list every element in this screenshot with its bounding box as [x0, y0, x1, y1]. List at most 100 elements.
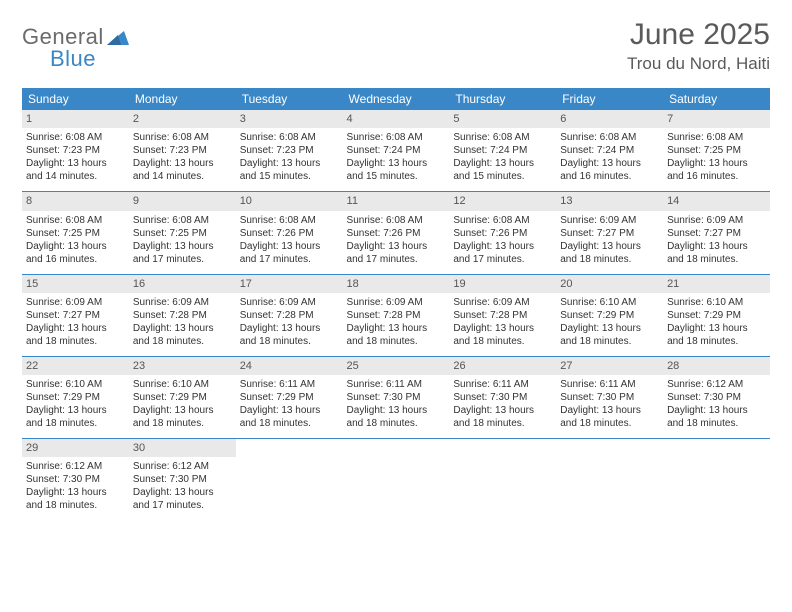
day-number: 5 — [449, 110, 556, 128]
daylight-line: Daylight: 13 hours and 17 minutes. — [453, 240, 552, 266]
sunset-line: Sunset: 7:26 PM — [453, 227, 552, 240]
daylight-line: Daylight: 13 hours and 18 minutes. — [453, 322, 552, 348]
calendar-week-row: 1Sunrise: 6:08 AMSunset: 7:23 PMDaylight… — [22, 110, 770, 192]
sunset-line: Sunset: 7:29 PM — [667, 309, 766, 322]
day-number: 14 — [663, 192, 770, 210]
daylight-line: Daylight: 13 hours and 14 minutes. — [26, 157, 125, 183]
day-cell: 25Sunrise: 6:11 AMSunset: 7:30 PMDayligh… — [343, 356, 450, 438]
daylight-line: Daylight: 13 hours and 16 minutes. — [26, 240, 125, 266]
daylight-line: Daylight: 13 hours and 18 minutes. — [26, 486, 125, 512]
sunset-line: Sunset: 7:27 PM — [560, 227, 659, 240]
sunset-line: Sunset: 7:29 PM — [26, 391, 125, 404]
day-number: 28 — [663, 357, 770, 375]
daylight-line: Daylight: 13 hours and 16 minutes. — [667, 157, 766, 183]
day-cell: 15Sunrise: 6:09 AMSunset: 7:27 PMDayligh… — [22, 274, 129, 356]
sunrise-line: Sunrise: 6:09 AM — [133, 296, 232, 309]
day-cell: 6 Sunrise: 6:08 AMSunset: 7:24 PMDaylight… — [556, 110, 663, 192]
day-number: 18 — [343, 275, 450, 293]
day-cell: 1Sunrise: 6:08 AMSunset: 7:23 PMDaylight… — [22, 110, 129, 192]
sunset-line: Sunset: 7:30 PM — [560, 391, 659, 404]
weekday-header: Tuesday — [236, 88, 343, 110]
day-cell: 14Sunrise: 6:09 AMSunset: 7:27 PMDayligh… — [663, 192, 770, 274]
sunset-line: Sunset: 7:24 PM — [560, 144, 659, 157]
weekday-header: Monday — [129, 88, 236, 110]
day-number: 10 — [236, 192, 343, 210]
sunrise-line: Sunrise: 6:09 AM — [240, 296, 339, 309]
day-number: 22 — [22, 357, 129, 375]
day-number: 13 — [556, 192, 663, 210]
day-number: 6 — [556, 110, 663, 128]
sunset-line: Sunset: 7:29 PM — [560, 309, 659, 322]
sunset-line: Sunset: 7:23 PM — [240, 144, 339, 157]
weekday-header: Sunday — [22, 88, 129, 110]
daylight-line: Daylight: 13 hours and 17 minutes. — [133, 240, 232, 266]
daylight-line: Daylight: 13 hours and 18 minutes. — [667, 240, 766, 266]
sunset-line: Sunset: 7:23 PM — [26, 144, 125, 157]
day-cell: 24 Sunrise: 6:11 AMSunset: 7:29 PMDayligh… — [236, 356, 343, 438]
day-cell: 12Sunrise: 6:08 AMSunset: 7:26 PMDayligh… — [449, 192, 556, 274]
sunrise-line: Sunrise: 6:08 AM — [453, 131, 552, 144]
day-cell: 18Sunrise: 6:09 AMSunset: 7:28 PMDayligh… — [343, 274, 450, 356]
sunset-line: Sunset: 7:28 PM — [133, 309, 232, 322]
sunrise-line: Sunrise: 6:10 AM — [667, 296, 766, 309]
day-number: 25 — [343, 357, 450, 375]
title-block: June 2025 Trou du Nord, Haiti — [627, 18, 770, 74]
sunrise-line: Sunrise: 6:11 AM — [453, 378, 552, 391]
sunrise-line: Sunrise: 6:09 AM — [26, 296, 125, 309]
daylight-line: Daylight: 13 hours and 18 minutes. — [240, 404, 339, 430]
day-cell: 30Sunrise: 6:12 AMSunset: 7:30 PMDayligh… — [129, 439, 236, 521]
sunset-line: Sunset: 7:30 PM — [347, 391, 446, 404]
sunrise-line: Sunrise: 6:12 AM — [26, 460, 125, 473]
day-cell: 29Sunrise: 6:12 AMSunset: 7:30 PMDayligh… — [22, 439, 129, 521]
sunrise-line: Sunrise: 6:08 AM — [560, 131, 659, 144]
sunrise-line: Sunrise: 6:09 AM — [453, 296, 552, 309]
day-number: 30 — [129, 439, 236, 457]
day-cell: 11Sunrise: 6:08 AMSunset: 7:26 PMDayligh… — [343, 192, 450, 274]
sunset-line: Sunset: 7:26 PM — [240, 227, 339, 240]
weekday-header: Friday — [556, 88, 663, 110]
sunrise-line: Sunrise: 6:11 AM — [240, 378, 339, 391]
sunset-line: Sunset: 7:30 PM — [667, 391, 766, 404]
weekday-header: Saturday — [663, 88, 770, 110]
sunrise-line: Sunrise: 6:08 AM — [240, 131, 339, 144]
sunset-line: Sunset: 7:29 PM — [240, 391, 339, 404]
sunrise-line: Sunrise: 6:08 AM — [347, 214, 446, 227]
empty-cell — [663, 439, 770, 521]
day-cell: 10 Sunrise: 6:08 AMSunset: 7:26 PMDayligh… — [236, 192, 343, 274]
sunrise-line: Sunrise: 6:08 AM — [240, 214, 339, 227]
day-number: 19 — [449, 275, 556, 293]
day-number: 21 — [663, 275, 770, 293]
sunset-line: Sunset: 7:28 PM — [240, 309, 339, 322]
calendar-week-row: 15Sunrise: 6:09 AMSunset: 7:27 PMDayligh… — [22, 274, 770, 356]
sunrise-line: Sunrise: 6:12 AM — [133, 460, 232, 473]
daylight-line: Daylight: 13 hours and 17 minutes. — [240, 240, 339, 266]
empty-cell — [236, 439, 343, 521]
day-number: 7 — [663, 110, 770, 128]
day-number: 24 — [236, 357, 343, 375]
day-cell: 9Sunrise: 6:08 AMSunset: 7:25 PMDaylight… — [129, 192, 236, 274]
calendar-table: SundayMondayTuesdayWednesdayThursdayFrid… — [22, 88, 770, 520]
day-cell: 26Sunrise: 6:11 AMSunset: 7:30 PMDayligh… — [449, 356, 556, 438]
sunrise-line: Sunrise: 6:08 AM — [133, 131, 232, 144]
sunrise-line: Sunrise: 6:10 AM — [26, 378, 125, 391]
daylight-line: Daylight: 13 hours and 18 minutes. — [667, 404, 766, 430]
day-number: 15 — [22, 275, 129, 293]
day-number: 11 — [343, 192, 450, 210]
sunset-line: Sunset: 7:27 PM — [667, 227, 766, 240]
daylight-line: Daylight: 13 hours and 18 minutes. — [240, 322, 339, 348]
daylight-line: Daylight: 13 hours and 18 minutes. — [560, 404, 659, 430]
daylight-line: Daylight: 13 hours and 15 minutes. — [347, 157, 446, 183]
month-title: June 2025 — [627, 18, 770, 52]
day-cell: 4Sunrise: 6:08 AMSunset: 7:24 PMDaylight… — [343, 110, 450, 192]
daylight-line: Daylight: 13 hours and 14 minutes. — [133, 157, 232, 183]
day-cell: 22Sunrise: 6:10 AMSunset: 7:29 PMDayligh… — [22, 356, 129, 438]
sunset-line: Sunset: 7:24 PM — [347, 144, 446, 157]
day-cell: 19Sunrise: 6:09 AMSunset: 7:28 PMDayligh… — [449, 274, 556, 356]
daylight-line: Daylight: 13 hours and 15 minutes. — [453, 157, 552, 183]
sunset-line: Sunset: 7:25 PM — [133, 227, 232, 240]
sunset-line: Sunset: 7:25 PM — [667, 144, 766, 157]
weekday-header: Wednesday — [343, 88, 450, 110]
day-number: 29 — [22, 439, 129, 457]
calendar-header-row: SundayMondayTuesdayWednesdayThursdayFrid… — [22, 88, 770, 110]
daylight-line: Daylight: 13 hours and 16 minutes. — [560, 157, 659, 183]
